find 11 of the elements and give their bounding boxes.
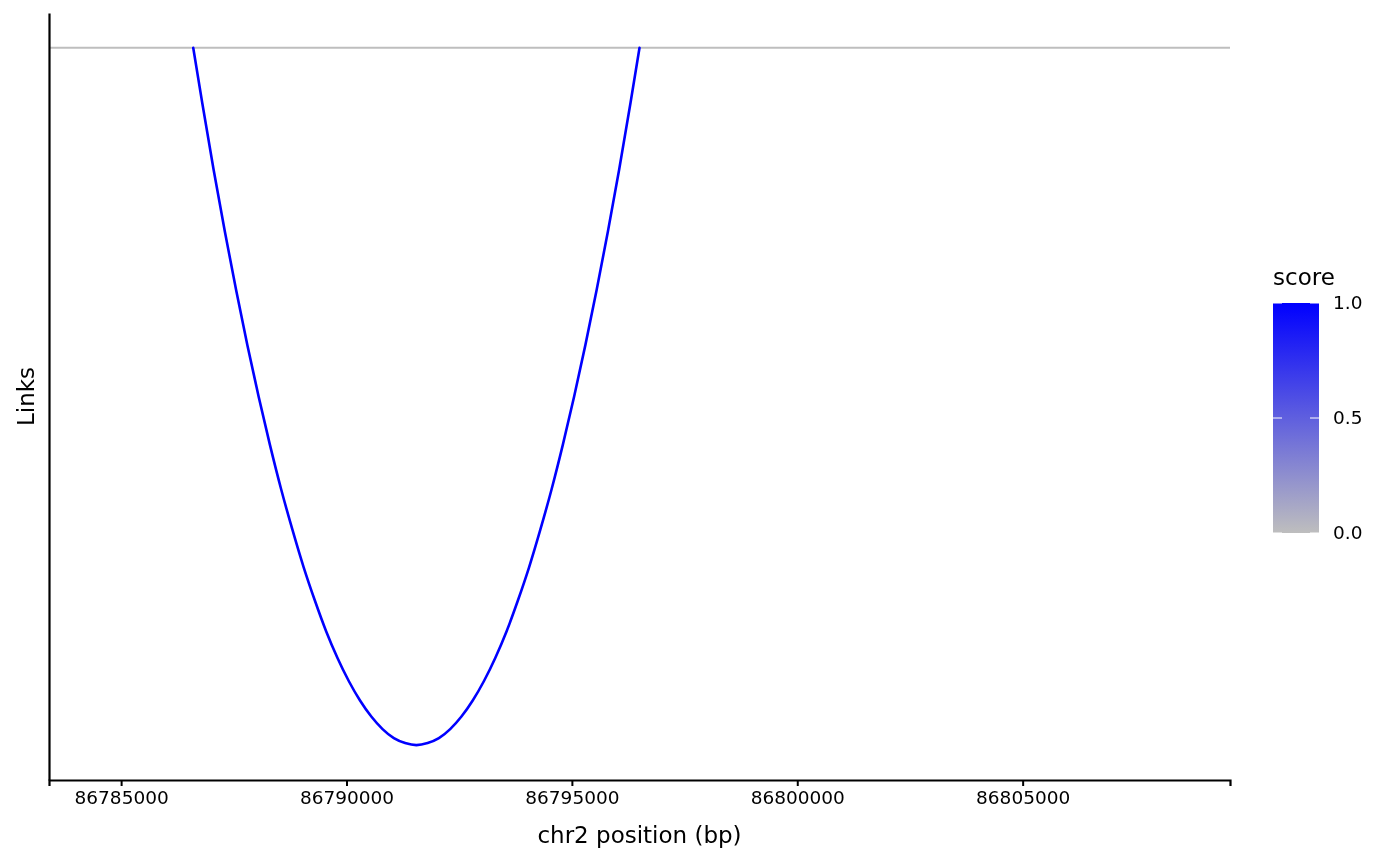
y-axis-title: Links — [13, 366, 39, 427]
x-tick-label: 86785000 — [74, 787, 169, 809]
x-tick-label: 86800000 — [750, 787, 845, 809]
color-bar-label: 1.0 — [1333, 292, 1363, 314]
x-axis-title: chr2 position (bp) — [537, 822, 742, 848]
x-tick-label: 86790000 — [299, 787, 395, 809]
color-bar-label: 0.5 — [1333, 407, 1363, 429]
color-bar-title: score — [1273, 264, 1335, 290]
x-tick-label: 86795000 — [525, 787, 620, 809]
x-tick-label: 86805000 — [976, 787, 1071, 809]
color-bar-label: 0.0 — [1333, 522, 1363, 544]
